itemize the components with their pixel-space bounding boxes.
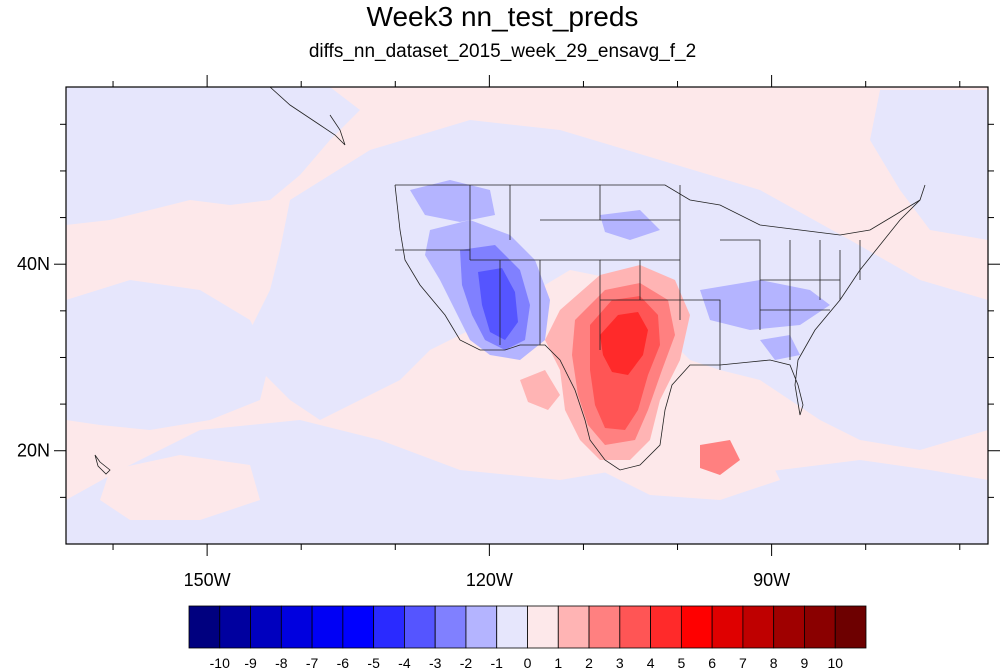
colorbar-swatch [465, 605, 498, 649]
colorbar [188, 605, 867, 649]
contour-neg1-south [66, 420, 988, 544]
colorbar-label: 0 [524, 655, 532, 671]
colorbar-swatch [588, 605, 621, 649]
colorbar-swatch [404, 605, 436, 649]
colorbar-swatch [188, 605, 221, 649]
state-lines-east [720, 239, 861, 360]
contour-neg2-east [700, 280, 830, 330]
colorbar-swatch [557, 605, 590, 649]
hawaii [94, 454, 111, 475]
plot-title: Week3 nn_test_preds [366, 1, 639, 32]
plot-subtitle: diffs_nn_dataset_2015_week_29_ensavg_f_2 [308, 41, 697, 62]
colorbar-labels: -10 -9 -8 -7 -6 -5 -4 -3 -2 -1 0 1 2 3 4 5 6 7 8 9 10 [210, 655, 844, 671]
alaska-coast [269, 87, 346, 146]
colorbar-swatch [311, 605, 344, 649]
contour-pos5-texas [600, 312, 648, 375]
us-mexico-coastline [394, 184, 926, 471]
contour-pos3-yucatan [700, 440, 740, 475]
colorbar-label: 2 [585, 655, 593, 671]
contour-neg2-plains [600, 210, 660, 240]
colorbar-swatch [773, 605, 805, 649]
contour-neg4-southwest [478, 268, 518, 340]
colorbar-label: -3 [429, 655, 442, 671]
coastline-and-borders [94, 87, 926, 475]
axis-ticks [54, 75, 1000, 556]
colorbar-label: -9 [244, 655, 257, 671]
state-lines-west [395, 185, 601, 350]
map-contours [66, 87, 988, 544]
colorbar-label: -5 [367, 655, 380, 671]
contour-pos2-baja [520, 370, 560, 410]
colorbar-label: 1 [554, 655, 562, 671]
colorbar-swatch [342, 605, 375, 649]
lat-tick-label: 40N [17, 254, 50, 274]
map-frame [65, 86, 989, 545]
contour-pos1-pacific [100, 455, 260, 520]
colorbar-swatch [650, 605, 682, 649]
colorbar-swatch [434, 605, 467, 649]
colorbar-label: 5 [677, 655, 685, 671]
colorbar-swatch [619, 605, 651, 649]
colorbar-label: -1 [491, 655, 504, 671]
contour-neg1-pacific [66, 280, 270, 430]
state-lines-central [600, 185, 721, 370]
colorbar-swatch [804, 605, 836, 649]
lon-tick-label: 150W [184, 570, 231, 590]
colorbar-swatch [742, 605, 775, 649]
colorbar-swatch [250, 605, 282, 649]
colorbar-label: -7 [306, 655, 319, 671]
colorbar-swatch [280, 605, 313, 649]
colorbar-label: 8 [770, 655, 778, 671]
colorbar-label: 6 [708, 655, 716, 671]
colorbar-label: 9 [801, 655, 809, 671]
colorbar-label: -8 [275, 655, 288, 671]
colorbar-label: -6 [337, 655, 350, 671]
colorbar-label: 7 [739, 655, 747, 671]
colorbar-swatch [711, 605, 744, 649]
colorbar-label: 10 [827, 655, 843, 671]
colorbar-label: 4 [647, 655, 655, 671]
colorbar-label: -2 [460, 655, 473, 671]
colorbar-label: 3 [616, 655, 624, 671]
colorbar-swatch [496, 605, 528, 649]
canada-us-border [395, 184, 921, 236]
axis-tick-labels: 150W 120W 90W 40N 20N [17, 254, 790, 590]
colorbar-swatch [834, 605, 867, 649]
colorbar-swatch [219, 605, 251, 649]
contour-neg1-atlantic [870, 90, 988, 240]
lon-tick-label: 90W [753, 570, 790, 590]
colorbar-label: -4 [398, 655, 411, 671]
contour-neg2-northwest [410, 180, 495, 222]
contour-neg1-northwest [66, 87, 360, 225]
lat-tick-label: 20N [17, 441, 50, 461]
colorbar-swatch [527, 605, 559, 649]
lon-tick-label: 120W [466, 570, 513, 590]
colorbar-swatch [373, 605, 405, 649]
colorbar-swatch [680, 605, 713, 649]
colorbar-label: -10 [210, 655, 230, 671]
